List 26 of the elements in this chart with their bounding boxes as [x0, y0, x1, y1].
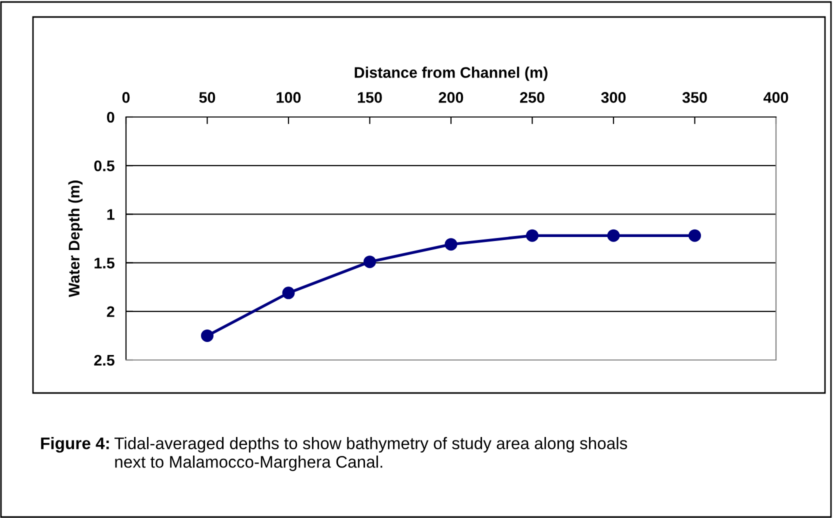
y-tick-label: 0 — [106, 112, 114, 123]
x-tick-label: 400 — [763, 92, 788, 103]
point — [364, 256, 376, 268]
y-tick-label: 1.5 — [94, 258, 114, 268]
point — [201, 329, 214, 342]
x-tick-label: 0 — [122, 92, 130, 103]
y-tick-label: 1 — [107, 209, 114, 220]
x-tick-label: 100 — [276, 92, 301, 103]
y-axis-title: Water Depth (m) — [68, 180, 83, 298]
point — [282, 286, 295, 300]
point — [526, 229, 538, 242]
point — [688, 229, 701, 242]
x-tick-label: 250 — [520, 92, 544, 103]
x-tick-label: 150 — [358, 92, 382, 103]
x-tick-label: 200 — [438, 92, 464, 103]
x-tick-label: 350 — [682, 92, 707, 103]
x-tick-label: 50 — [199, 92, 216, 103]
x-tick-label: 300 — [601, 92, 626, 103]
text: Tidal-averaged depths to show bathymetry of study area along shoals next to Malamocco-Marghera Canal. — [114, 437, 628, 472]
point — [444, 238, 458, 251]
y-tick-label: 2.5 — [94, 354, 114, 366]
y-tick-label: 2 — [106, 306, 114, 317]
y-tick-label: 0.5 — [94, 160, 114, 172]
point — [607, 229, 620, 242]
x-axis-title: Distance from Channel (m) — [354, 66, 548, 81]
caption: Figure 4: — [41, 437, 109, 453]
